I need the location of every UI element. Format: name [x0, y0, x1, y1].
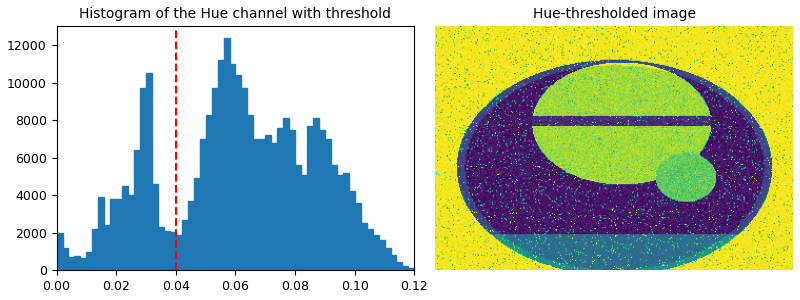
Bar — [116, 199, 122, 270]
Bar — [295, 165, 301, 270]
Bar — [62, 248, 69, 270]
Bar — [361, 224, 366, 270]
Bar — [74, 256, 80, 270]
Bar — [69, 257, 74, 270]
Bar — [331, 165, 337, 270]
Bar — [247, 115, 254, 270]
Bar — [325, 139, 331, 270]
Bar — [319, 130, 325, 270]
Bar — [254, 139, 259, 270]
Bar — [194, 178, 200, 270]
Bar — [283, 118, 289, 270]
Bar — [152, 184, 158, 270]
Bar — [110, 199, 116, 270]
Bar — [92, 229, 98, 270]
Bar — [176, 235, 182, 270]
Bar — [259, 139, 266, 270]
Bar — [366, 229, 373, 270]
Bar — [140, 88, 146, 270]
Bar — [223, 38, 230, 270]
Bar — [235, 75, 242, 270]
Bar — [146, 73, 152, 270]
Bar — [104, 225, 110, 270]
Bar — [188, 201, 194, 270]
Bar — [307, 126, 313, 270]
Bar — [385, 248, 390, 270]
Bar — [397, 262, 402, 270]
Bar — [134, 150, 140, 270]
Bar — [98, 197, 104, 270]
Bar — [182, 220, 188, 270]
Bar — [301, 175, 307, 270]
Bar — [230, 64, 235, 270]
Bar — [218, 60, 223, 270]
Title: Histogram of the Hue channel with threshold: Histogram of the Hue channel with thresh… — [79, 7, 391, 21]
Bar — [128, 195, 134, 270]
Bar — [289, 130, 295, 270]
Bar — [57, 233, 62, 270]
Bar — [402, 266, 409, 270]
Bar — [278, 128, 283, 270]
Bar — [266, 135, 271, 270]
Bar — [313, 118, 319, 270]
Title: Hue-thresholded image: Hue-thresholded image — [533, 7, 696, 21]
Bar — [390, 255, 397, 270]
Bar — [409, 268, 414, 270]
Bar — [200, 139, 206, 270]
Bar — [170, 232, 176, 270]
Bar — [206, 115, 212, 270]
Bar — [337, 175, 343, 270]
Bar — [212, 88, 218, 270]
Bar — [158, 227, 164, 270]
Bar — [343, 173, 349, 270]
Bar — [378, 240, 385, 270]
Bar — [86, 253, 92, 270]
Bar — [349, 191, 354, 270]
Bar — [80, 258, 86, 270]
Bar — [242, 88, 247, 270]
Bar — [354, 203, 361, 270]
Bar — [373, 235, 378, 270]
Bar — [271, 143, 278, 270]
Bar — [164, 231, 170, 270]
Bar — [122, 186, 128, 270]
